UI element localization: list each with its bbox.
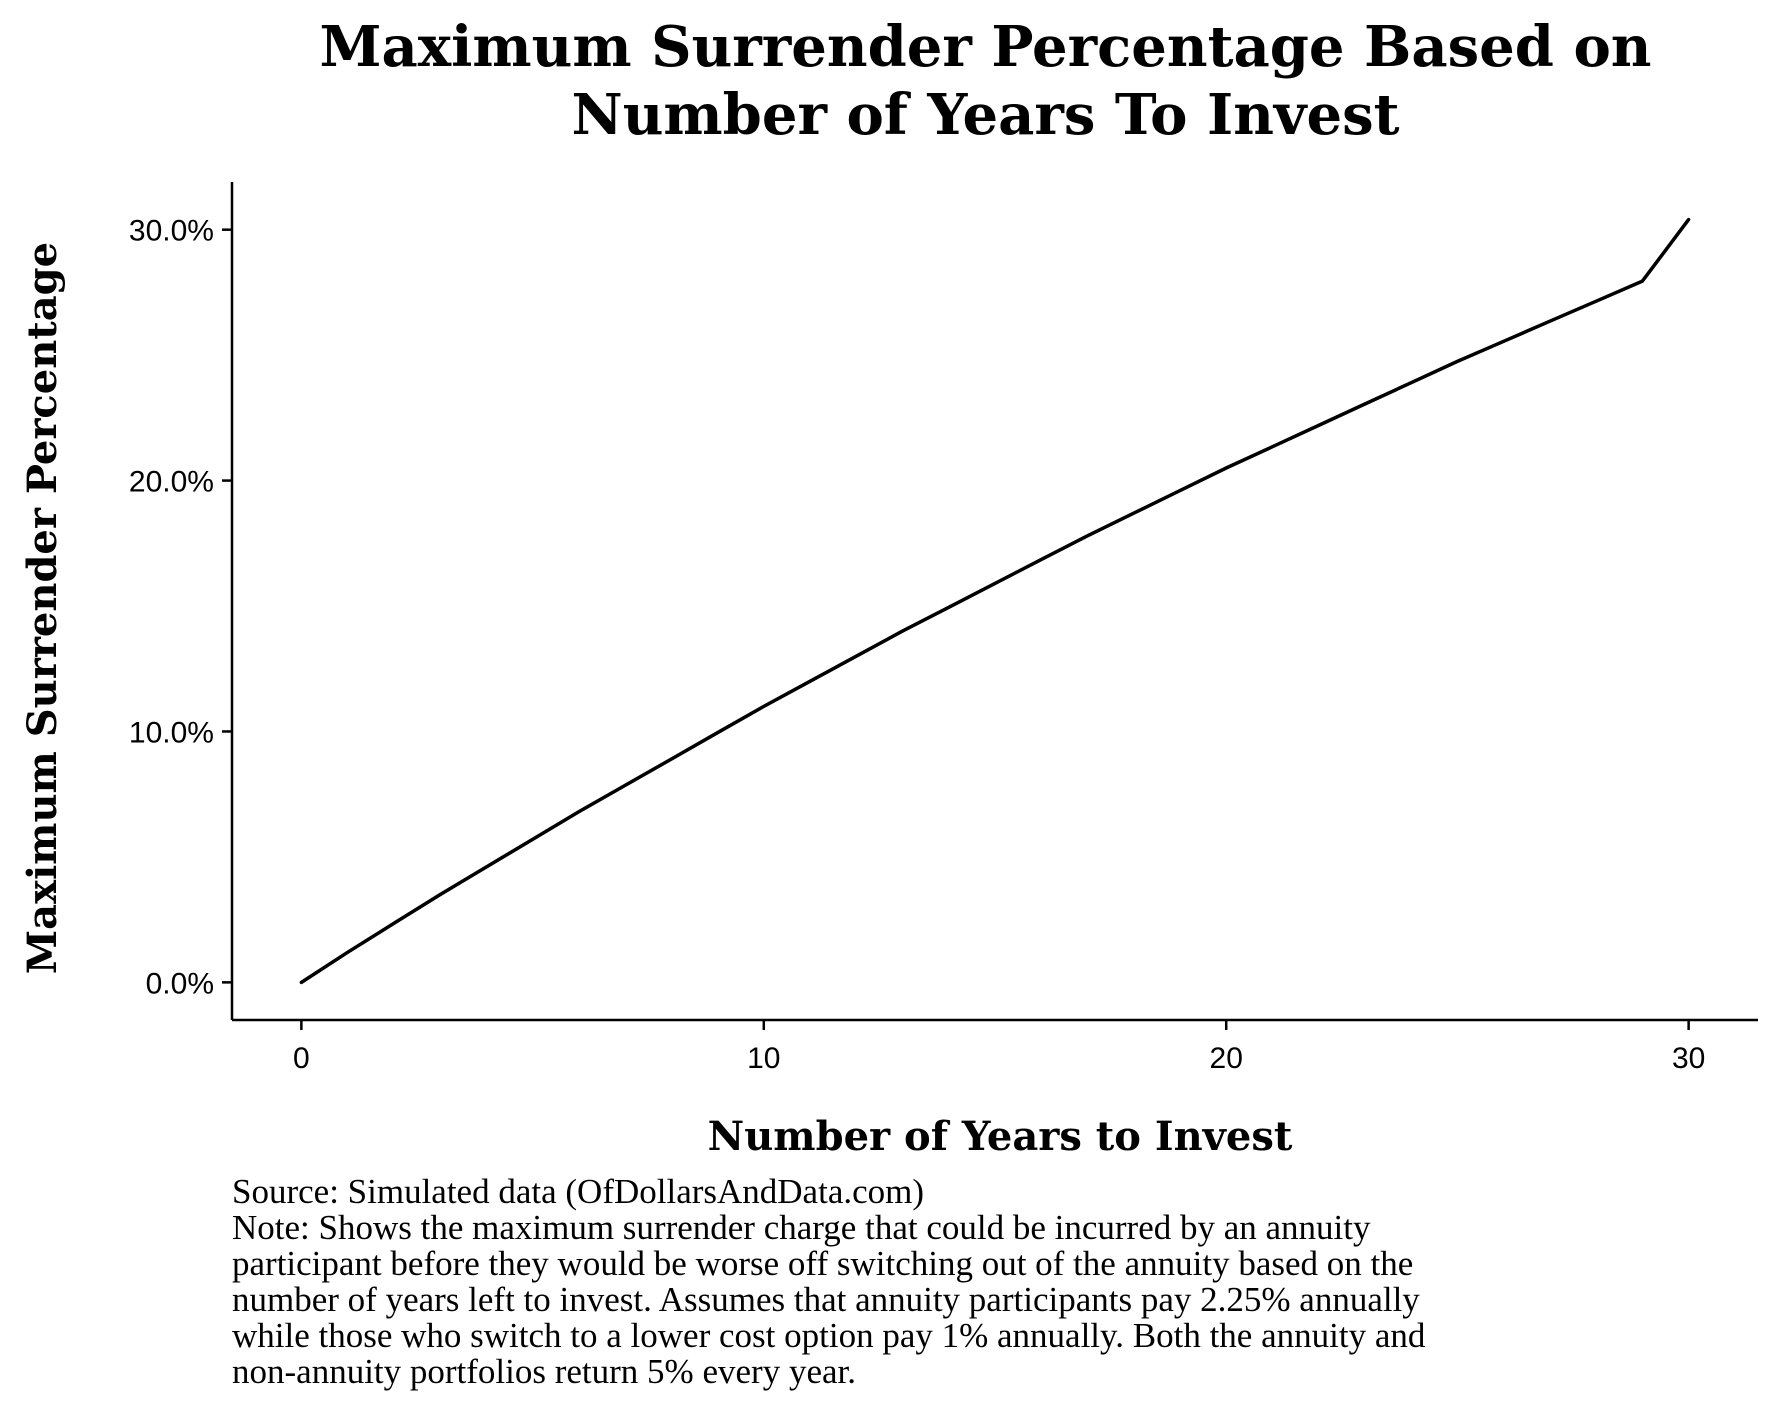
x-tick-label: 0	[293, 1042, 310, 1075]
caption-source: Source: Simulated data (OfDollarsAndData…	[232, 1172, 925, 1211]
x-tick-label: 30	[1672, 1042, 1705, 1075]
y-tick-label: 10.0%	[129, 716, 214, 749]
chart-caption: Source: Simulated data (OfDollarsAndData…	[232, 1174, 1752, 1390]
series-line	[299, 217, 1691, 985]
caption-note-line: non-annuity portfolios return 5% every y…	[232, 1352, 856, 1391]
caption-note-line: participant before they would be worse o…	[232, 1244, 1414, 1283]
x-tick-label: 10	[747, 1042, 780, 1075]
plot-area: 0 10 20 30 0.0% 10.0% 20.0% 30.0% Number of Yea…	[19, 182, 1758, 1160]
y-axis-title: Maximum Surrender Percentage	[19, 242, 66, 974]
y-tick-label: 20.0%	[129, 466, 214, 499]
chart-title-line-1: Maximum Surrender Percentage Based on	[319, 14, 1652, 80]
y-tick-label: 0.0%	[146, 967, 214, 1000]
caption-note-line: number of years left to invest. Assumes …	[232, 1280, 1420, 1319]
x-tick-label: 20	[1210, 1042, 1243, 1075]
caption-note-line: Note: Shows the maximum surrender charge…	[232, 1208, 1371, 1247]
caption-note-line: while those who switch to a lower cost o…	[232, 1316, 1426, 1355]
chart-title-line-2: Number of Years To Invest	[571, 82, 1400, 148]
x-axis-title: Number of Years to Invest	[708, 1113, 1293, 1160]
y-tick-label: 30.0%	[129, 215, 214, 248]
